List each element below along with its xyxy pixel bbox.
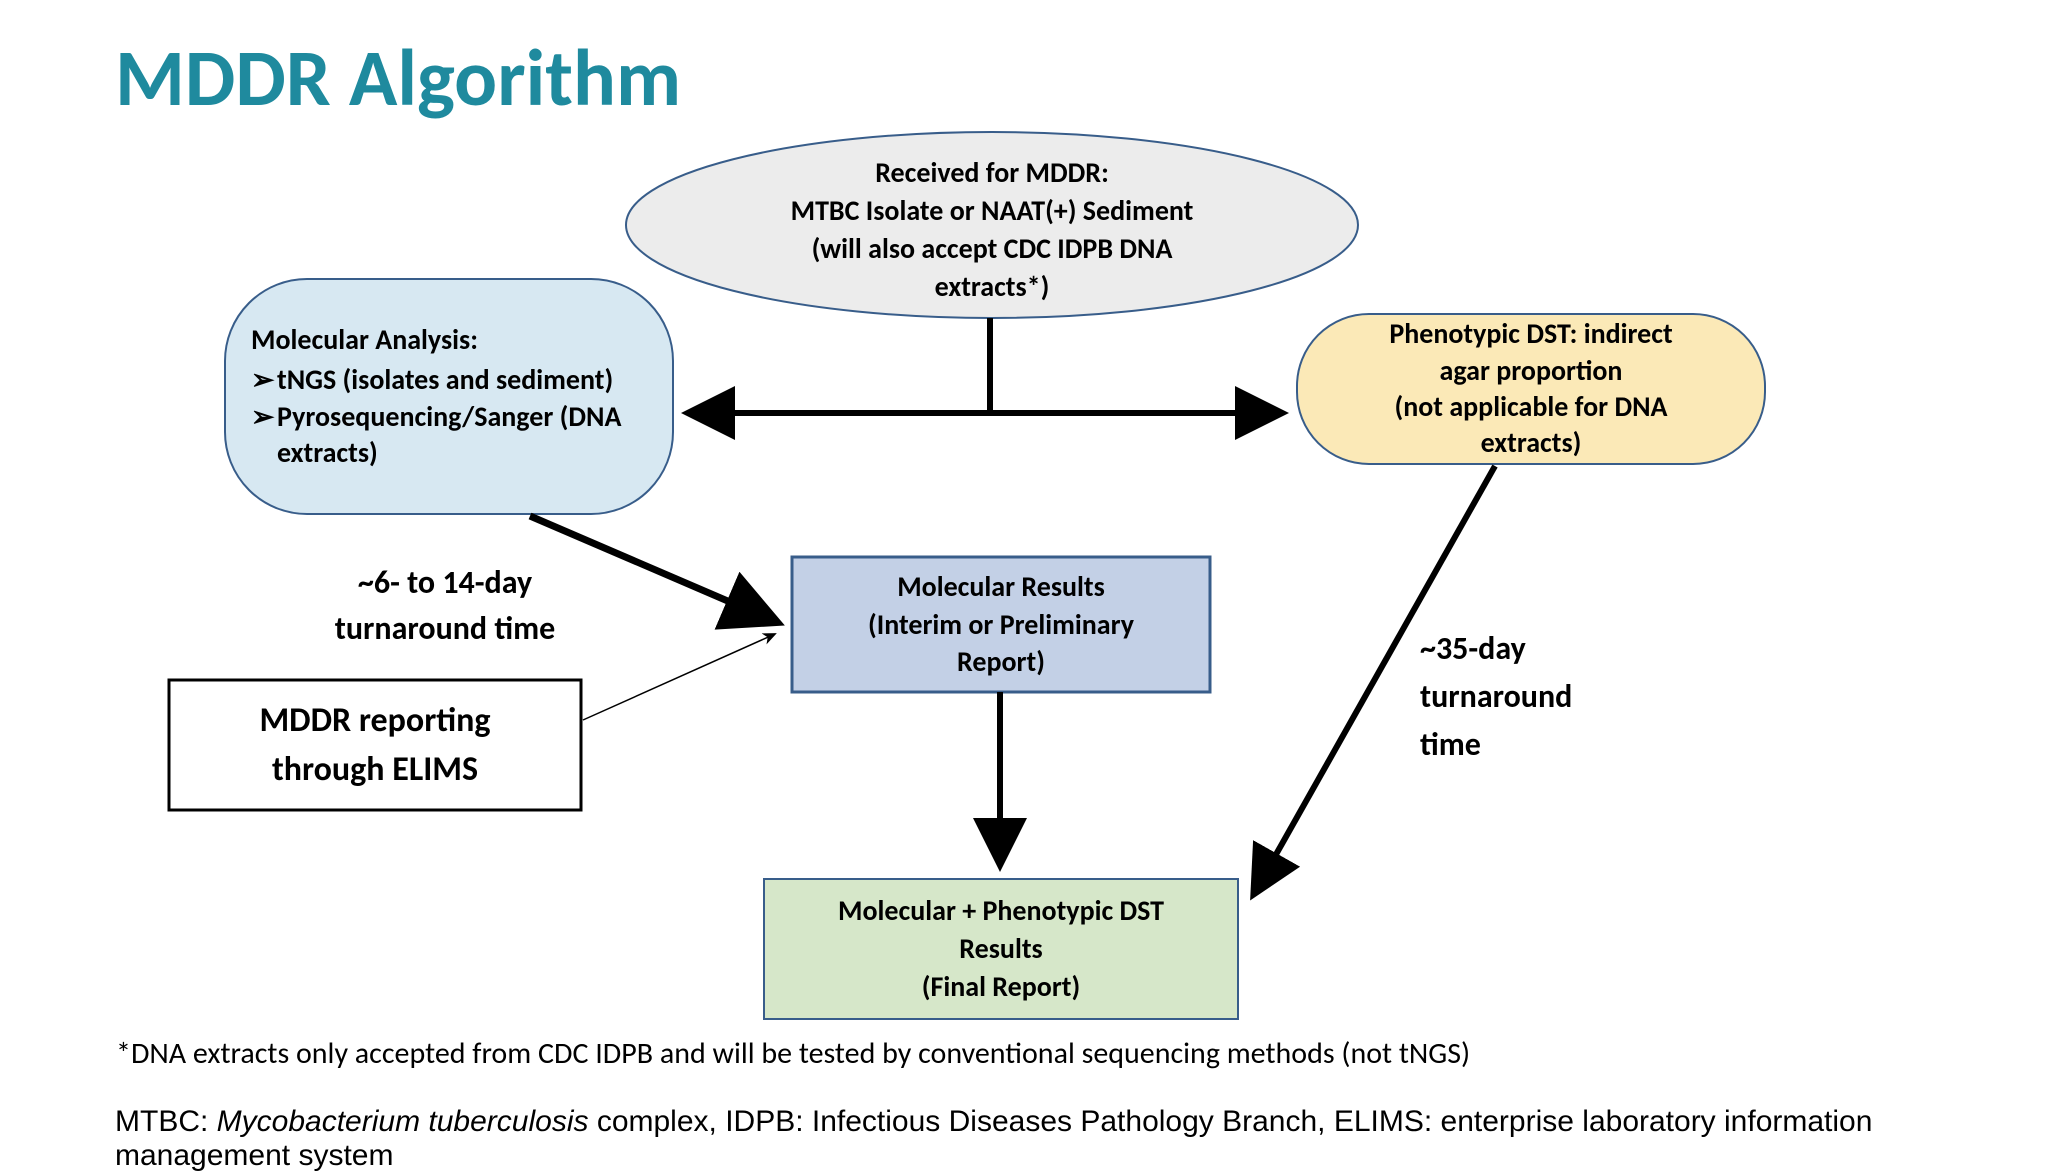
footnote-2-b: Mycobacterium tuberculosis [217, 1105, 589, 1138]
bullet-text: tNGS (isolates and sediment) [277, 362, 647, 398]
node-final-line: (Final Report) [922, 968, 1080, 1006]
footnote-2: MTBC: Mycobacterium tuberculosis complex… [115, 1105, 2048, 1173]
node-received-line: extracts*) [935, 268, 1050, 306]
node-phenotypic-line: agar proportion [1440, 353, 1623, 389]
node-mol-results: Molecular Results (Interim or Preliminar… [792, 557, 1210, 692]
molecular-analysis-title: Molecular Analysis: [251, 322, 647, 358]
node-final: Molecular + Phenotypic DST Results (Fina… [764, 879, 1238, 1019]
footnote-2-a: MTBC: [115, 1105, 217, 1138]
node-phenotypic-line: Phenotypic DST: indirect [1389, 316, 1672, 352]
bullet-text: Pyrosequencing/Sanger (DNA extracts) [277, 399, 647, 472]
node-molecular-analysis: Molecular Analysis: ➢ tNGS (isolates and… [225, 279, 673, 514]
annotation-right-line: ~35-day [1420, 625, 1670, 673]
node-received-line: MTBC Isolate or NAAT(+) Sediment [791, 192, 1194, 230]
annotation-turnaround-right: ~35-day turnaround time [1420, 625, 1670, 769]
node-mol-results-line: Report) [957, 643, 1045, 681]
node-received: Received for MDDR: MTBC Isolate or NAAT(… [626, 150, 1358, 310]
edge-elims-to-results [583, 634, 775, 720]
node-elims-line: through ELIMS [272, 745, 478, 794]
node-mol-results-line: Molecular Results [897, 568, 1105, 606]
node-phenotypic: Phenotypic DST: indirect agar proportion… [1297, 314, 1765, 464]
annotation-right-line: time [1420, 721, 1670, 769]
footnote-1: *DNA extracts only accepted from CDC IDP… [116, 1035, 1470, 1072]
node-phenotypic-line: (not applicable for DNA [1395, 389, 1668, 425]
node-phenotypic-line: extracts) [1481, 425, 1582, 461]
node-received-line: Received for MDDR: [875, 154, 1109, 192]
page-title: MDDR Algorithm [115, 30, 681, 127]
slide: MDDR Algorithm R [0, 0, 2048, 1154]
bullet-icon: ➢ [251, 399, 277, 472]
annotation-right-line: turnaround [1420, 673, 1670, 721]
node-elims-line: MDDR reporting [259, 696, 490, 745]
annotation-turnaround-left: ~6- to 14-day turnaround time [280, 560, 610, 653]
node-final-line: Molecular + Phenotypic DST [838, 892, 1164, 930]
node-elims: MDDR reporting through ELIMS [169, 680, 581, 810]
node-final-line: Results [959, 930, 1042, 968]
node-mol-results-line: (Interim or Preliminary [868, 606, 1134, 644]
bullet-icon: ➢ [251, 362, 277, 398]
node-received-line: (will also accept CDC IDPB DNA [812, 230, 1173, 268]
